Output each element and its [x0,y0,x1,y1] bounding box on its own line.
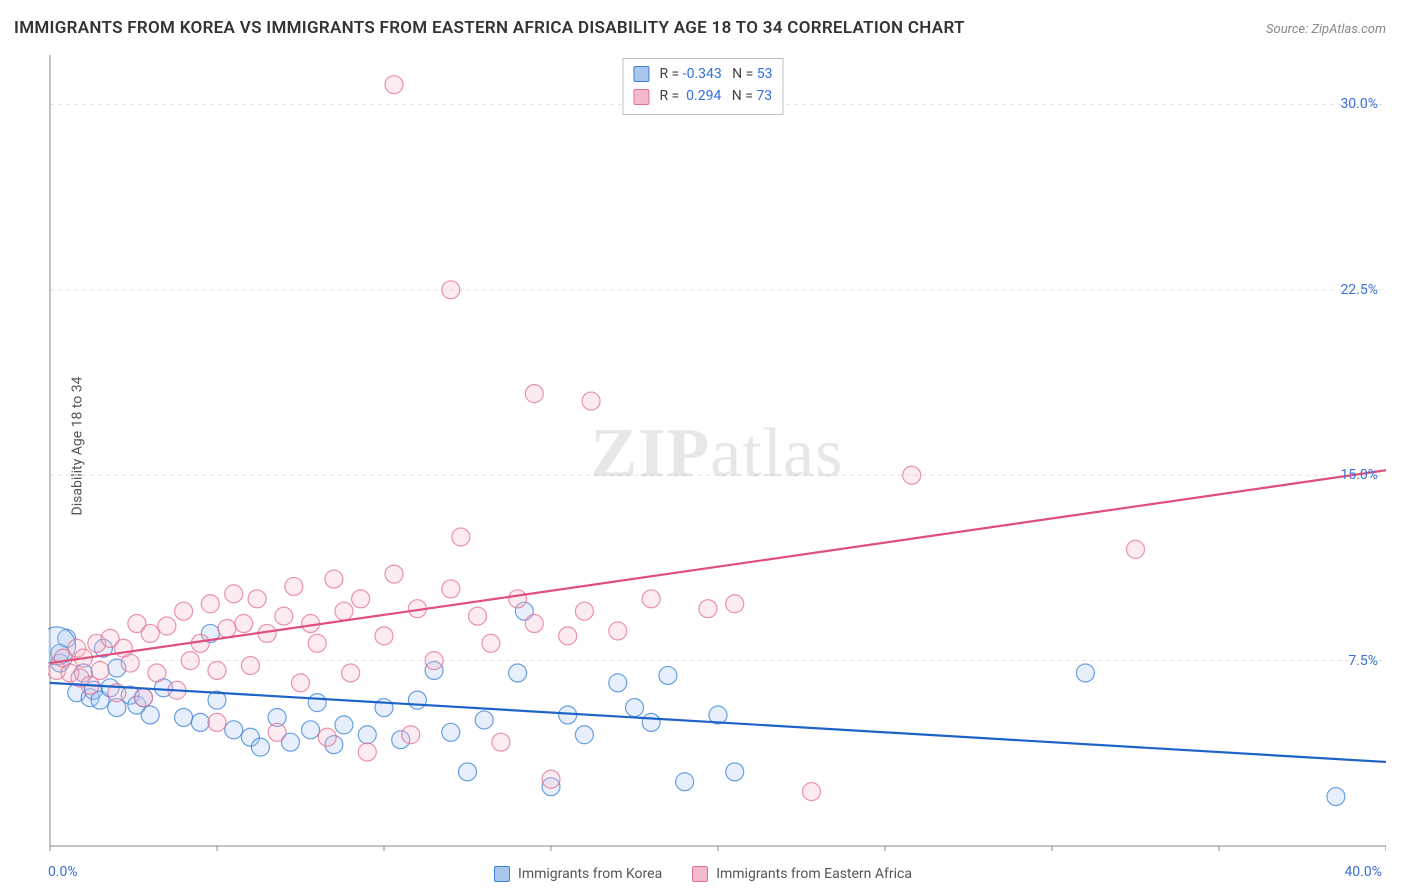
legend-item: Immigrants from Korea [494,866,662,882]
series-legend: Immigrants from Korea Immigrants from Eas… [0,866,1406,882]
legend-swatch [633,89,649,105]
y-tick-label: 15.0% [1340,467,1378,483]
legend-swatch [494,866,510,882]
correlation-text: R = 0.294 N = 73 [659,85,772,107]
source-label: Source: [1266,22,1308,37]
source-value: ZipAtlas.com [1311,22,1386,37]
correlation-legend-box: R = -0.343 N = 53R = 0.294 N = 73 [622,58,783,115]
legend-label: Immigrants from Eastern Africa [716,866,912,882]
scatter-chart-svg [48,55,1386,852]
legend-item: Immigrants from Eastern Africa [692,866,912,882]
legend-label: Immigrants from Korea [518,866,662,882]
y-tick-label: 22.5% [1340,282,1378,298]
y-tick-label: 7.5% [1348,653,1378,669]
correlation-text: R = -0.343 N = 53 [659,63,772,85]
chart-title: IMMIGRANTS FROM KOREA VS IMMIGRANTS FROM… [14,18,965,38]
correlation-row: R = 0.294 N = 73 [633,85,772,107]
chart-plot-area: ZIPatlas [48,55,1386,852]
source-attribution: Source: ZipAtlas.com [1266,22,1386,37]
y-tick-label: 30.0% [1340,96,1378,112]
correlation-row: R = -0.343 N = 53 [633,63,772,85]
legend-swatch [692,866,708,882]
legend-swatch [633,66,649,82]
